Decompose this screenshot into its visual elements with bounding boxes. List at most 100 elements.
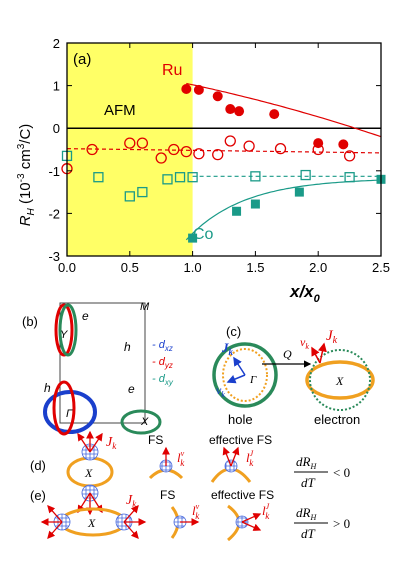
data-point-filled-circle [269, 109, 280, 120]
y-tick-label: -1 [48, 164, 60, 179]
co-annotation: Co [193, 226, 214, 243]
fit-line [66, 148, 382, 154]
data-point-filled-circle [212, 91, 223, 102]
e-fs-label: FS [160, 488, 175, 502]
e-eff-arrow-2 [241, 521, 262, 531]
electron-v-label: vk [300, 335, 309, 351]
data-point-filled-square [232, 206, 242, 216]
point-gamma: Γ [66, 408, 73, 420]
hole-j-label: Jk [221, 340, 234, 357]
data-point-open-circle [243, 140, 255, 152]
data-point-filled-square [188, 233, 198, 243]
data-point-filled-circle [193, 84, 204, 95]
point-m: M [140, 301, 150, 313]
data-point-open-circle [124, 137, 136, 149]
data-point-open-square [124, 191, 135, 202]
data-point-open-circle [193, 148, 205, 160]
edge-e-top: e [82, 309, 89, 323]
e-criterion-num: dRH [296, 505, 317, 522]
hole-pocket-green [212, 342, 278, 408]
brillouin-zone-square [59, 302, 146, 424]
data-point-open-circle [224, 135, 236, 147]
data-point-filled-square [250, 199, 260, 209]
edge-h-right: h [124, 340, 131, 354]
data-point-open-square [137, 186, 148, 198]
point-x: X [140, 416, 149, 428]
data-point-open-circle [274, 142, 287, 155]
hall-coefficient-chart: AFM 0.0 0.5 1.0 1.5 2.0 2.5 2 1 0 -1 -2 -3 (a) Ru C… [16, 36, 390, 305]
x-tick-label: 1.0 [184, 260, 202, 275]
data-point-open-square [174, 172, 186, 183]
y-tick-label: -3 [48, 249, 60, 264]
fit-line [186, 82, 382, 138]
data-point-open-circle [180, 145, 192, 158]
hole-pocket-orange-dotted [222, 348, 268, 402]
panel-e: (e) X Jk FS effective FS lv k lJ k dRH dT … [30, 488, 350, 542]
e-eff-fs-label: effective FS [211, 488, 274, 502]
x-pocket-green [120, 409, 162, 435]
data-point-filled-circle [181, 84, 192, 95]
panel-b: (b) Y M Γ X e e h h - dxz - dyz - dxy [22, 301, 174, 436]
d-arrow-3 [89, 432, 103, 453]
hole-v-label: vk [216, 383, 225, 399]
data-point-open-circle [212, 148, 224, 161]
e-criterion-rel: > 0 [333, 516, 350, 531]
electron-j-arrow [318, 342, 327, 364]
data-point-filled-circle [225, 104, 236, 115]
afm-region-label: AFM [104, 102, 136, 119]
x-tick-label: 2.0 [309, 260, 327, 275]
data-point-open-circle [312, 143, 324, 156]
hole-gamma: Γ [249, 374, 257, 386]
d-j-label: Jk [106, 435, 117, 451]
data-point-open-circle [86, 143, 98, 156]
y-tick-label: 0 [53, 121, 60, 136]
j-arrow-c [233, 356, 246, 376]
data-point-open-circle [155, 152, 167, 164]
electron-pocket-orange [305, 360, 375, 400]
legend-dyz: - dyz [152, 356, 173, 370]
y-pocket-red [54, 303, 74, 357]
y-tick-label: 1 [53, 79, 60, 94]
e-lv-label: lv k [192, 502, 200, 521]
data-point-open-circle [343, 150, 356, 162]
data-point-filled-square [294, 187, 304, 197]
x-tick-label: 2.5 [372, 260, 390, 275]
d-eff-fs-label: effective FS [209, 433, 272, 447]
d-criterion-num: dRH [296, 454, 317, 471]
data-point-open-square [187, 172, 198, 183]
e-lj-label: lJ k [262, 502, 270, 521]
data-point-open-square [93, 172, 104, 183]
hole-label: hole [228, 412, 253, 427]
electron-x: X [335, 374, 344, 388]
e-arrow-5 [123, 505, 139, 523]
data-point-open-square [344, 172, 355, 183]
edge-e-right: e [128, 382, 135, 396]
e-eff-arrow-1 [241, 513, 262, 523]
data-point-filled-circle [338, 139, 349, 150]
d-arrow-1 [77, 432, 91, 453]
point-y: Y [60, 329, 68, 341]
d-lv-label: lv k [177, 449, 185, 468]
e-arrow-3 [47, 521, 63, 539]
x-axis-label: x/x0 [289, 282, 321, 305]
data-point-open-square [300, 169, 311, 181]
panel-c-label: (c) [226, 324, 241, 339]
y-axis-label: RH (10-3 cm3/C) [16, 124, 37, 227]
electron-pocket-green-dotted [309, 349, 371, 411]
e-j-label: Jk [126, 493, 137, 509]
ru-annotation: Ru [162, 62, 182, 79]
data-point-open-square [250, 171, 261, 182]
y-tick-label: 2 [53, 36, 60, 51]
panel-e-label: (e) [30, 488, 46, 503]
e-center-x: X [87, 516, 96, 530]
d-fs-label: FS [148, 433, 163, 447]
panel-c: (c) Jk vk Γ Q vk Jk X hole electron [212, 324, 375, 427]
y-pocket-green [58, 303, 78, 357]
e-arrow-6 [123, 521, 139, 539]
panel-d: (d) X Jk FS effective FS lv k lJ k dRH dT … [30, 430, 350, 516]
panel-b-label: (b) [22, 314, 38, 329]
e-criterion-den: dT [301, 526, 316, 541]
x-tick-label: 0.0 [58, 260, 76, 275]
d-criterion-den: dT [301, 475, 316, 490]
y-tick-label: -2 [48, 206, 60, 221]
